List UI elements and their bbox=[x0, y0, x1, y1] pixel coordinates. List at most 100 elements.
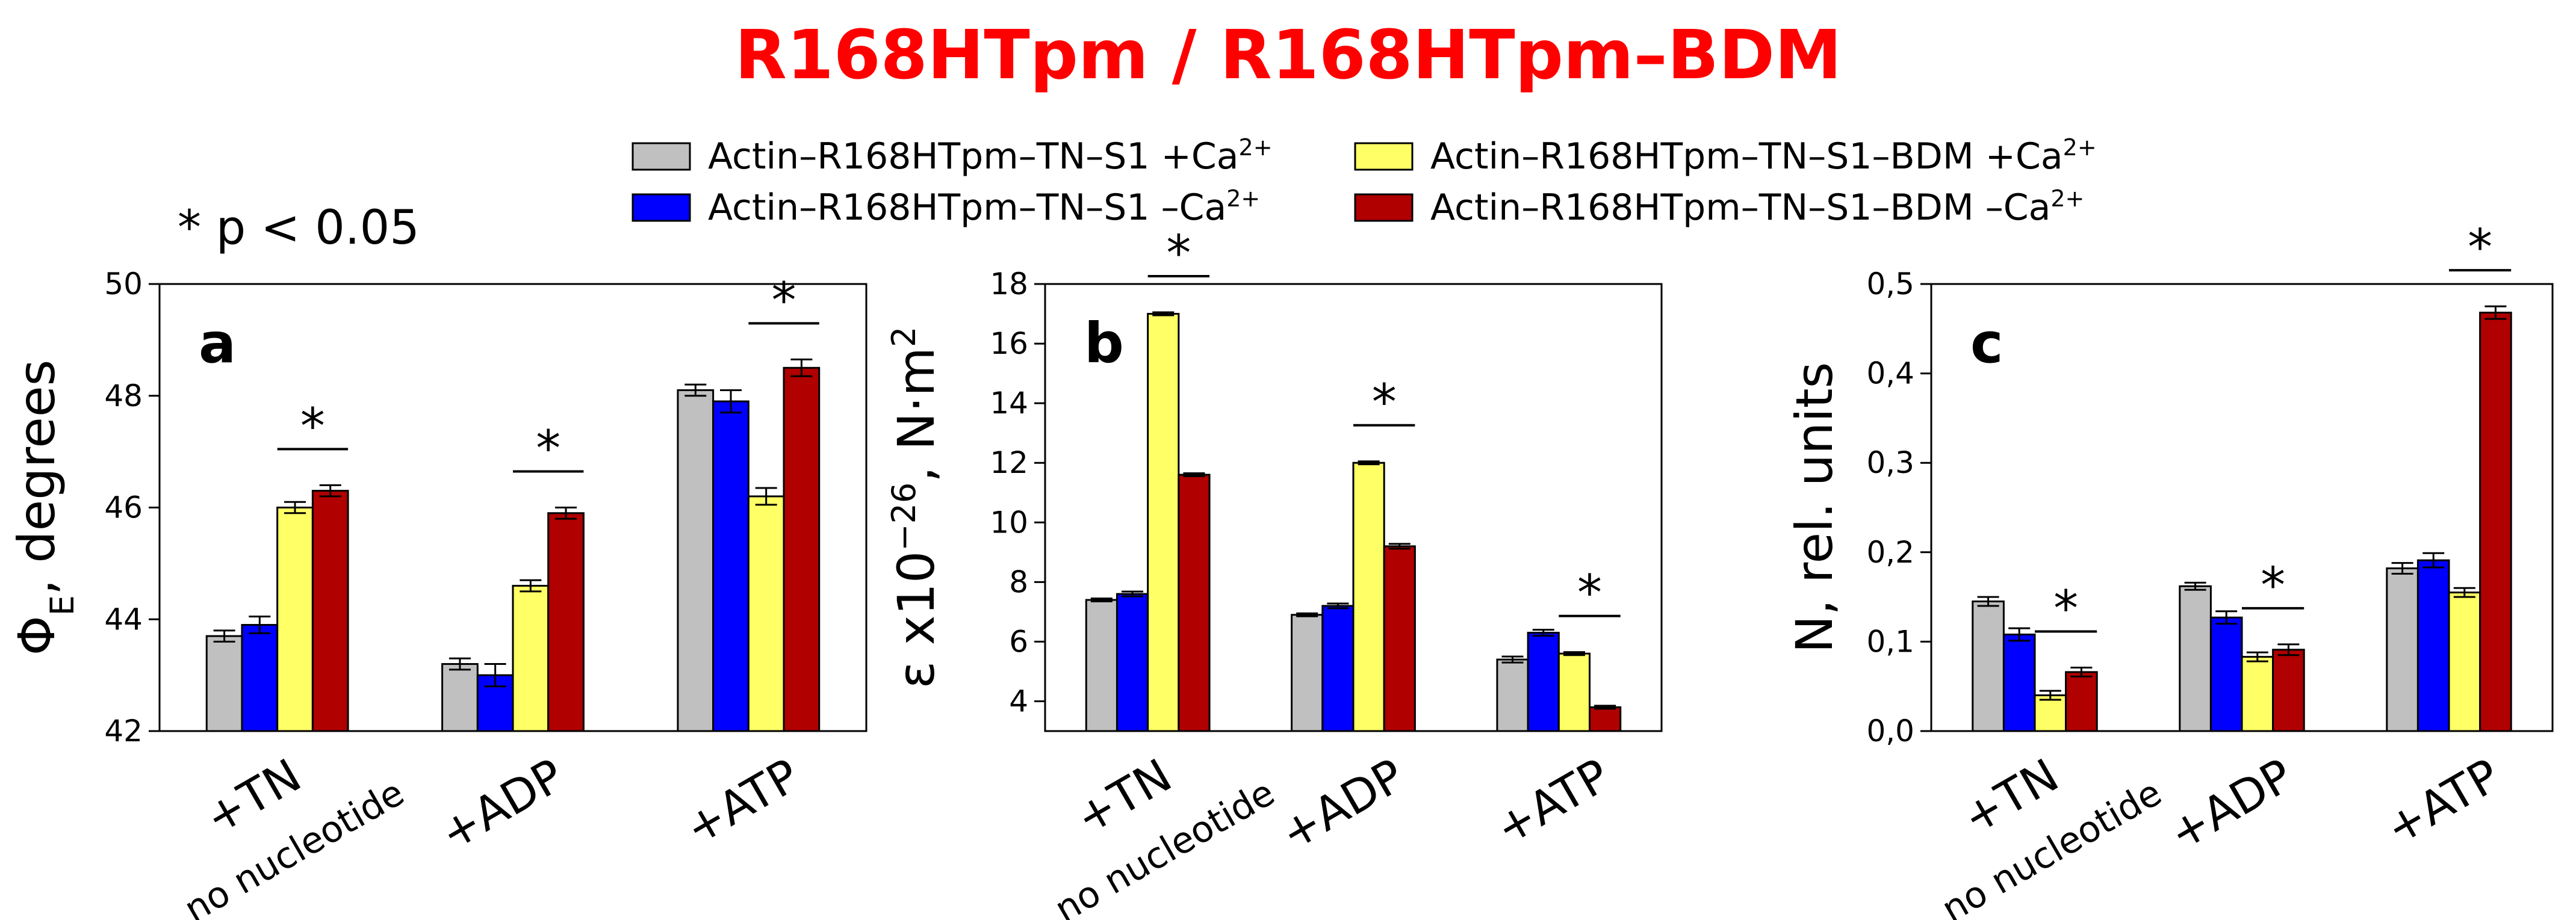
y-axis-label-part: Φ bbox=[7, 616, 66, 655]
error-bar bbox=[1183, 472, 1205, 477]
error-bar bbox=[1563, 651, 1585, 656]
legend-text: Actin–R168HTpm–TN–S1 +Ca bbox=[708, 135, 1239, 178]
y-tick-label: 44 bbox=[104, 602, 143, 637]
y-tick-label: 18 bbox=[990, 267, 1028, 301]
plot-frame bbox=[1044, 283, 1663, 732]
significance-star: * bbox=[772, 272, 796, 329]
legend-swatch bbox=[1354, 142, 1414, 171]
error-bar bbox=[2422, 552, 2445, 569]
bar bbox=[1178, 474, 1211, 732]
error-bar bbox=[1501, 655, 1524, 664]
error-bar bbox=[1358, 460, 1380, 466]
legend-swatch bbox=[632, 142, 691, 171]
legend-sup: 2+ bbox=[2050, 185, 2084, 212]
y-tick-label: 48 bbox=[104, 378, 143, 413]
error-bar bbox=[2277, 643, 2300, 656]
x-tick-label: +ADP bbox=[431, 749, 573, 861]
legend-text: Actin–R168HTpm–TN–S1–BDM –Ca bbox=[1430, 187, 2050, 229]
legend-label: Actin–R168HTpm–TN–S1 –Ca2+ bbox=[708, 185, 1260, 229]
legend-label: Actin–R168HTpm–TN–S1 +Ca2+ bbox=[708, 134, 1273, 178]
y-tick-label: 0,0 bbox=[1866, 714, 1914, 749]
bar bbox=[2272, 649, 2305, 732]
bar bbox=[747, 495, 785, 732]
y-axis-label-part: , degrees bbox=[7, 360, 66, 596]
bar bbox=[1972, 600, 2005, 732]
error-bar bbox=[484, 663, 506, 688]
significance-star: * bbox=[2053, 580, 2078, 637]
error-bar bbox=[2484, 305, 2507, 320]
bar bbox=[2448, 591, 2481, 732]
error-bar bbox=[1388, 543, 1411, 550]
error-bar bbox=[2215, 610, 2238, 625]
legend-text: Actin–R168HTpm–TN–S1–BDM +Ca bbox=[1430, 135, 2063, 178]
y-tick-label: 46 bbox=[104, 490, 143, 525]
panel-label: b bbox=[1084, 311, 1124, 375]
bar bbox=[2002, 634, 2036, 732]
error-bar bbox=[2008, 627, 2031, 642]
bar bbox=[1589, 706, 1622, 732]
error-bar bbox=[448, 657, 471, 671]
error-bar bbox=[755, 487, 777, 506]
bar bbox=[311, 490, 349, 732]
x-tick-label: +ATP bbox=[2377, 749, 2509, 856]
y-axis-label: N, rel. units bbox=[1785, 362, 1844, 653]
error-bar bbox=[2391, 562, 2413, 575]
error-bar bbox=[1296, 612, 1318, 617]
y-tick-label: 0,1 bbox=[1866, 624, 1914, 659]
y-tick-label: 0,4 bbox=[1866, 356, 1914, 391]
legend-sup: 2+ bbox=[1239, 134, 1273, 161]
error-bar bbox=[2184, 581, 2206, 591]
y-tick-label: 6 bbox=[1009, 624, 1028, 659]
y-tick-label: 4 bbox=[1009, 684, 1028, 718]
bar bbox=[2241, 656, 2274, 732]
y-axis-label-part: 2 bbox=[885, 327, 923, 347]
bar bbox=[547, 512, 585, 732]
error-bar bbox=[319, 484, 341, 498]
bar bbox=[2179, 585, 2212, 732]
error-bar bbox=[213, 629, 235, 643]
bar bbox=[512, 585, 550, 732]
bar bbox=[241, 624, 279, 732]
y-tick-label: 50 bbox=[104, 267, 143, 301]
error-bar bbox=[1122, 590, 1144, 597]
bar bbox=[1321, 605, 1355, 732]
bar bbox=[1496, 658, 1529, 732]
error-bar bbox=[1090, 597, 1113, 603]
y-axis-label-part: ε x10 bbox=[887, 551, 946, 689]
y-tick-label: 0,5 bbox=[1866, 267, 1914, 301]
y-axis-label-part: , N·m bbox=[887, 347, 946, 483]
legend-label: Actin–R168HTpm–TN–S1–BDM –Ca2+ bbox=[1430, 185, 2084, 229]
error-bar bbox=[790, 358, 813, 377]
bar bbox=[677, 389, 715, 732]
plot-frame bbox=[158, 283, 867, 732]
bar bbox=[1383, 545, 1416, 732]
bar bbox=[2416, 559, 2450, 732]
figure-title: R168HTpm / R168HTpm–BDM bbox=[735, 16, 1842, 94]
y-tick-label: 16 bbox=[990, 326, 1028, 361]
error-bar bbox=[520, 579, 542, 593]
y-axis-label: ε x10−26, N·m2 bbox=[885, 327, 946, 689]
error-bar bbox=[1594, 705, 1616, 710]
plot-frame bbox=[1930, 283, 2554, 732]
bar bbox=[1291, 614, 1324, 732]
y-tick-label: 14 bbox=[990, 386, 1028, 421]
x-tick-label: +ATP bbox=[676, 749, 808, 856]
y-tick-label: 8 bbox=[1009, 564, 1028, 599]
error-bar bbox=[1532, 629, 1554, 637]
bar bbox=[2386, 567, 2419, 732]
error-bar bbox=[2070, 666, 2093, 678]
error-bar bbox=[249, 616, 271, 634]
panel-label: a bbox=[199, 311, 236, 375]
bar bbox=[1557, 652, 1591, 732]
panel-label: c bbox=[1970, 311, 2003, 375]
significance-star: * bbox=[2261, 557, 2285, 614]
y-tick-label: 12 bbox=[990, 445, 1028, 480]
bar bbox=[1527, 632, 1560, 732]
error-bar bbox=[2453, 587, 2475, 598]
significance-star: * bbox=[1166, 225, 1191, 282]
bar bbox=[1352, 462, 1385, 732]
error-bar bbox=[2246, 651, 2268, 662]
significance-star: * bbox=[536, 421, 560, 478]
bar bbox=[441, 663, 479, 732]
